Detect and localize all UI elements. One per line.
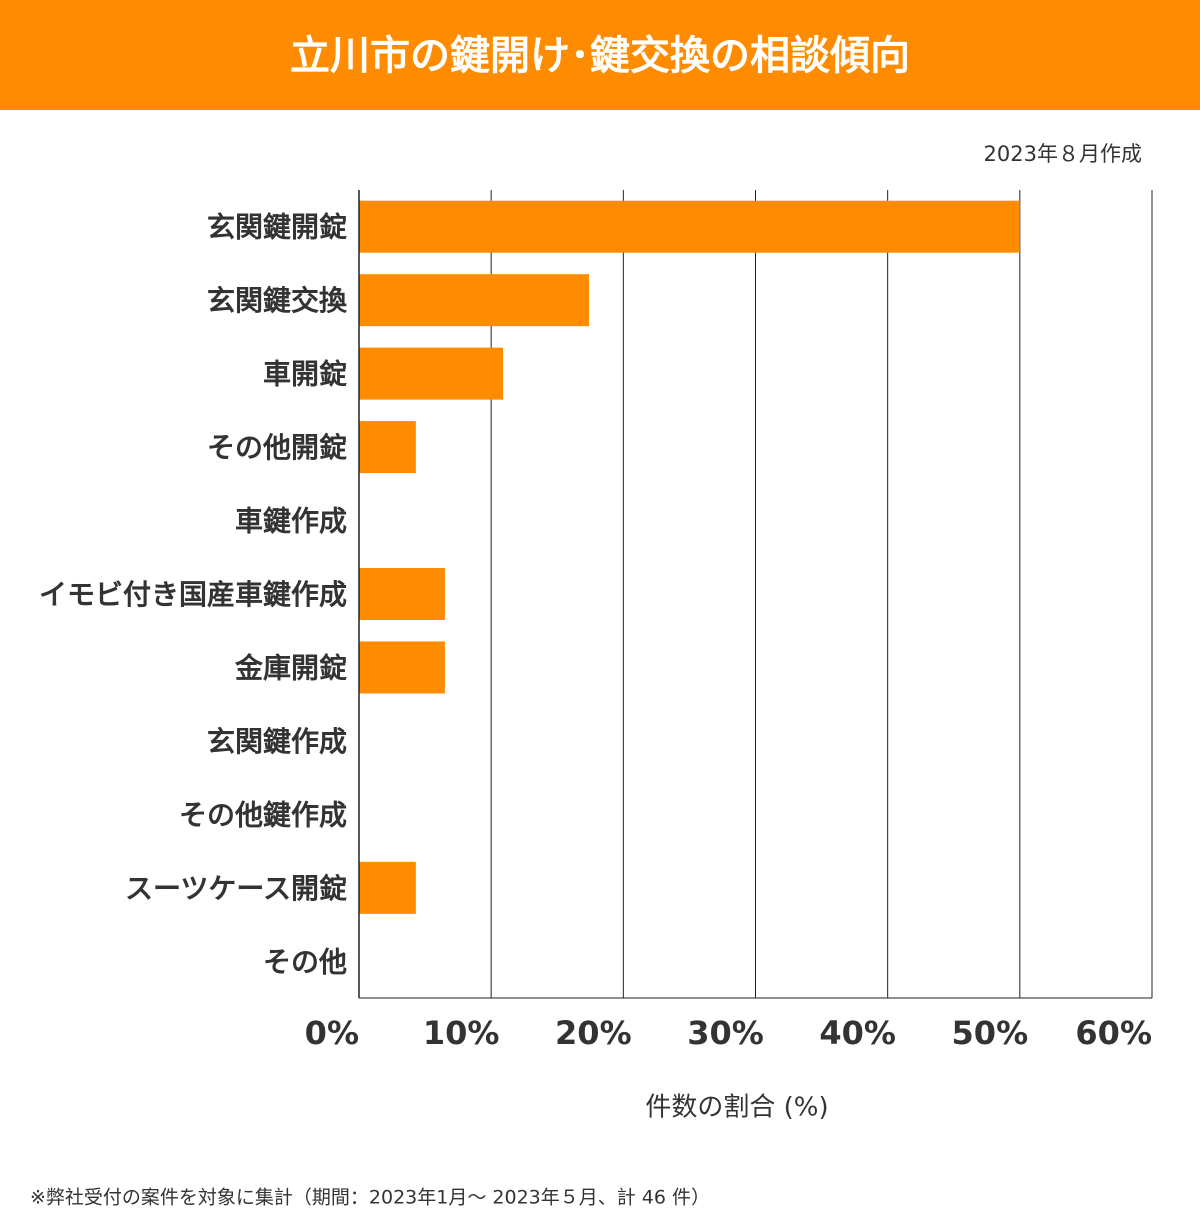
x-tick-label: 50% xyxy=(952,1014,1029,1052)
y-tick-label: その他開錠 xyxy=(207,431,347,464)
y-tick-label: 玄関鍵開錠 xyxy=(207,211,347,244)
subtitle: 2023年８月作成 xyxy=(984,142,1142,166)
y-tick-label: 玄関鍵作成 xyxy=(207,725,347,758)
x-tick-label: 20% xyxy=(555,1014,632,1052)
x-tick-label: 30% xyxy=(687,1014,764,1052)
y-tick-label: 玄関鍵交換 xyxy=(207,284,348,317)
x-tick-label: 40% xyxy=(819,1014,896,1052)
y-tick-label: その他 xyxy=(263,945,347,978)
bar xyxy=(359,641,445,694)
x-axis-label: 件数の割合 (%) xyxy=(645,1093,828,1123)
x-tick-label: 0% xyxy=(305,1014,359,1052)
bar xyxy=(359,861,416,914)
y-tick-label: スーツケース開錠 xyxy=(125,872,347,905)
x-tick-label: 10% xyxy=(423,1014,500,1052)
y-tick-label: 車鍵作成 xyxy=(235,505,347,538)
y-tick-label: その他鍵作成 xyxy=(179,798,347,831)
header-bar xyxy=(0,0,1200,110)
footnote: ※弊社受付の案件を対象に集計（期間：2023年1月～ 2023年５月、計 46 … xyxy=(30,1187,710,1209)
x-tick-label: 60% xyxy=(1075,1014,1152,1052)
y-tick-label: 金庫開錠 xyxy=(234,651,347,684)
chart-title: 立川市の鍵開け･鍵交換の相談傾向 xyxy=(290,33,910,79)
y-tick-label: イモビ付き国産車鍵作成 xyxy=(39,578,347,611)
bar xyxy=(359,421,416,474)
bar xyxy=(359,568,445,620)
bar xyxy=(359,274,589,327)
bar xyxy=(359,200,1020,253)
bar xyxy=(359,347,504,400)
y-tick-label: 車開錠 xyxy=(263,358,347,391)
